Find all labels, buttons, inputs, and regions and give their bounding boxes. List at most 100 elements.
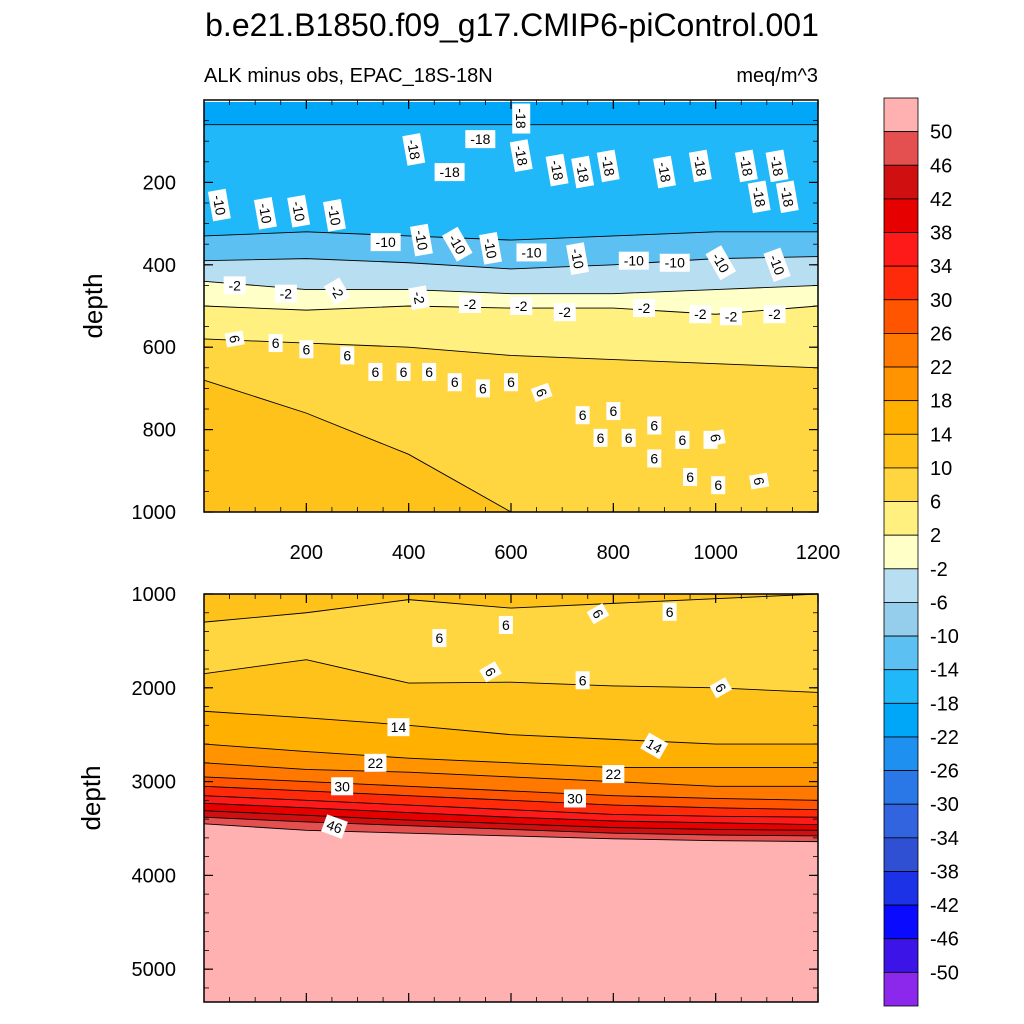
upper-contour-label: -18 — [688, 149, 712, 183]
svg-text:14: 14 — [644, 735, 666, 757]
upper-contour-label: 6 — [675, 430, 690, 449]
svg-text:-10: -10 — [256, 202, 275, 225]
upper-contour-label: -18 — [402, 133, 426, 166]
svg-text:-2: -2 — [228, 277, 241, 293]
lower-contour-line-4 — [204, 762, 818, 787]
svg-text:-2: -2 — [694, 306, 707, 322]
svg-text:-18: -18 — [547, 159, 566, 182]
colorbar-tick-label: -2 — [930, 559, 948, 581]
upper-contour-line-1 — [204, 231, 818, 241]
lower-contour-label: 30 — [331, 777, 354, 796]
svg-text:-18: -18 — [513, 108, 529, 128]
svg-text:6: 6 — [625, 430, 633, 446]
svg-text:-10: -10 — [521, 244, 541, 260]
upper-contour-label: -18 — [512, 103, 531, 134]
svg-text:-18: -18 — [778, 185, 797, 208]
upper-contour-label: -10 — [566, 242, 589, 275]
svg-text:6: 6 — [272, 335, 280, 351]
svg-text:-18: -18 — [737, 155, 756, 178]
lower-contour-label: 6 — [709, 677, 733, 699]
upper-contour-label: -10 — [659, 253, 690, 272]
colorbar-tick-label: 46 — [930, 155, 952, 177]
lower-y-tick-label: 5000 — [132, 959, 177, 981]
lower-y-tick-label: 1000 — [132, 584, 177, 606]
svg-text:-2: -2 — [515, 298, 528, 314]
upper-contour-label: -10 — [323, 199, 346, 232]
svg-text:-18: -18 — [691, 155, 710, 178]
colorbar-swatches — [883, 97, 919, 1007]
upper-contour-label: 6 — [368, 362, 383, 381]
upper-contour-label: 6 — [647, 449, 662, 468]
colorbar-tick-label: 34 — [930, 256, 952, 278]
colorbar-tick-label: -14 — [930, 660, 959, 682]
upper-contour-label: 6 — [299, 340, 314, 359]
svg-text:6: 6 — [435, 630, 443, 646]
upper-contour-label: -10 — [763, 247, 791, 282]
upper-contour-label: -18 — [571, 155, 595, 189]
upper-y-axis-label: depth — [78, 273, 108, 338]
upper-y-tick-label: 400 — [143, 255, 176, 277]
svg-text:6: 6 — [507, 374, 515, 390]
subtitle-units: meq/m^3 — [736, 65, 818, 87]
figure-title: b.e21.B1850.f09_g17.CMIP6-piControl.001 — [205, 7, 819, 43]
svg-text:22: 22 — [606, 766, 622, 782]
lower-band-12 — [204, 823, 818, 1002]
svg-text:-18: -18 — [404, 138, 423, 161]
svg-text:-18: -18 — [599, 155, 618, 178]
upper-contour-label: 6 — [705, 429, 726, 447]
svg-text:-10: -10 — [325, 204, 344, 227]
lower-contour-line-7 — [204, 795, 818, 818]
upper-contour-label: -10 — [207, 188, 231, 222]
colorbar-tick-label: 18 — [930, 391, 952, 413]
upper-contour-label: 6 — [621, 428, 636, 447]
colorbar-tick-label: -42 — [930, 895, 959, 917]
upper-contour-label: -18 — [775, 180, 799, 214]
lower-contour-label: 6 — [498, 615, 513, 634]
svg-text:6: 6 — [751, 476, 768, 487]
upper-y-tick-label: 800 — [143, 420, 176, 442]
lower-contour-line-6 — [204, 785, 818, 811]
svg-text:6: 6 — [679, 432, 687, 448]
svg-text:6: 6 — [425, 364, 433, 380]
upper-contour-label: -2 — [408, 285, 430, 311]
svg-text:30: 30 — [567, 790, 583, 806]
upper-contour-label: -10 — [516, 243, 547, 262]
upper-y-tick-label: 600 — [143, 337, 176, 359]
svg-text:6: 6 — [579, 407, 587, 423]
lower-x-ticks — [229, 594, 819, 1002]
upper-contour-label: -18 — [509, 139, 533, 172]
upper-contour-label: -18 — [747, 180, 771, 214]
upper-y-tick-label: 200 — [143, 172, 176, 194]
lower-contour-label: 6 — [479, 661, 502, 683]
upper-contour-label: -2 — [633, 299, 656, 318]
colorbar-tick-label: -6 — [930, 592, 948, 614]
lower-contour-label: 6 — [432, 629, 447, 648]
lower-contour-line-3 — [204, 743, 818, 768]
upper-contour-label: -10 — [370, 233, 401, 252]
svg-text:6: 6 — [707, 433, 724, 444]
svg-text:6: 6 — [579, 672, 587, 688]
colorbar-tick-label: 6 — [930, 492, 941, 514]
colorbar-tick-label: 22 — [930, 357, 952, 379]
upper-contour-label: -18 — [465, 130, 496, 149]
upper-y-ticks: 200 400 600 800 1000 — [132, 99, 818, 524]
svg-text:-10: -10 — [766, 253, 788, 278]
colorbar-swatch — [883, 871, 919, 906]
svg-text:-18: -18 — [573, 161, 592, 184]
upper-contour-label: -2 — [223, 276, 246, 295]
colorbar-swatch — [883, 400, 919, 435]
colorbar-swatch — [883, 635, 919, 671]
svg-text:-18: -18 — [470, 131, 490, 147]
colorbar-swatch — [883, 265, 919, 301]
upper-contour-label: -2 — [274, 284, 297, 303]
svg-text:-10: -10 — [624, 253, 644, 269]
upper-contour-label: 6 — [711, 476, 726, 495]
svg-text:6: 6 — [400, 364, 408, 380]
svg-text:-2: -2 — [464, 296, 477, 312]
svg-text:6: 6 — [451, 374, 459, 390]
svg-text:-2: -2 — [638, 300, 651, 316]
upper-contour-label: -18 — [596, 149, 620, 183]
colorbar-tick-label: 30 — [930, 290, 952, 312]
colorbar-swatch — [883, 467, 919, 502]
